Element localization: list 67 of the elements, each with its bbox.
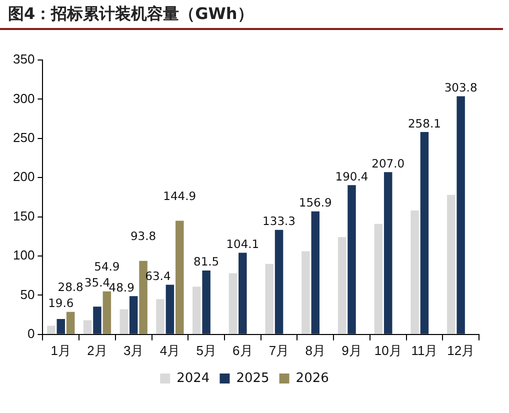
data-label: 144.9 <box>163 189 196 204</box>
y-tick-label: 50 <box>20 286 35 302</box>
data-label: 19.6 <box>48 296 74 310</box>
bar <box>139 260 148 334</box>
bar <box>348 185 356 334</box>
legend-label: 2025 <box>236 370 270 386</box>
bar <box>176 220 184 334</box>
bar <box>156 299 164 334</box>
data-label: 104.1 <box>226 237 260 252</box>
y-tick-label: 350 <box>12 52 35 67</box>
x-tick-label: 8月 <box>305 342 326 358</box>
bar <box>384 172 392 334</box>
data-label: 190.4 <box>335 169 368 184</box>
chart-title: 图4：招标累计装机容量（GWh） <box>0 0 503 30</box>
data-label: 93.8 <box>130 229 156 244</box>
bar <box>66 312 75 334</box>
data-label: 28.8 <box>58 280 84 294</box>
bar <box>410 210 419 334</box>
bar <box>311 211 320 334</box>
bar <box>129 296 138 334</box>
bar <box>420 132 429 334</box>
bar <box>102 291 112 334</box>
data-label: 258.1 <box>408 116 441 130</box>
bar <box>56 319 65 334</box>
data-label: 35.4 <box>84 276 110 290</box>
bar <box>456 96 465 334</box>
y-tick-label: 100 <box>12 248 35 263</box>
legend-label: 2026 <box>296 370 329 386</box>
data-label: 54.9 <box>94 260 120 274</box>
bar <box>228 273 238 334</box>
data-label: 48.9 <box>108 280 134 294</box>
x-tick-label: 12月 <box>447 342 475 358</box>
x-tick-label: 3月 <box>123 342 144 358</box>
data-label: 207.0 <box>372 156 405 170</box>
x-tick-label: 11月 <box>411 342 438 358</box>
bar <box>47 326 56 334</box>
x-tick-label: 10月 <box>374 342 402 358</box>
bar <box>447 194 456 334</box>
bar <box>238 252 247 334</box>
data-label: 156.9 <box>298 196 332 210</box>
bar <box>302 251 310 334</box>
bar <box>120 309 128 334</box>
x-tick-label: 4月 <box>160 342 180 358</box>
y-tick-label: 200 <box>12 169 35 184</box>
bar <box>374 224 383 334</box>
y-tick-label: 250 <box>12 130 35 145</box>
y-tick-label: 300 <box>12 90 35 106</box>
x-tick-label: 1月 <box>50 342 71 358</box>
legend-label: 2024 <box>176 370 210 386</box>
bar <box>83 320 92 334</box>
x-tick-label: 9月 <box>342 342 362 358</box>
y-tick-label: 0 <box>27 326 35 341</box>
data-label: 81.5 <box>194 254 220 269</box>
data-label: 133.3 <box>262 214 296 228</box>
y-tick-label: 150 <box>12 208 35 224</box>
x-tick-label: 2月 <box>87 342 108 358</box>
x-tick-label: 5月 <box>196 342 216 358</box>
data-label: 303.8 <box>444 80 478 94</box>
bar <box>274 230 284 334</box>
bar <box>265 264 274 334</box>
x-tick-label: 6月 <box>232 342 253 358</box>
bar <box>202 270 210 334</box>
x-tick-label: 7月 <box>268 342 290 358</box>
bar <box>192 286 201 334</box>
bar <box>93 306 102 334</box>
bar <box>338 237 346 334</box>
bar <box>166 284 174 334</box>
